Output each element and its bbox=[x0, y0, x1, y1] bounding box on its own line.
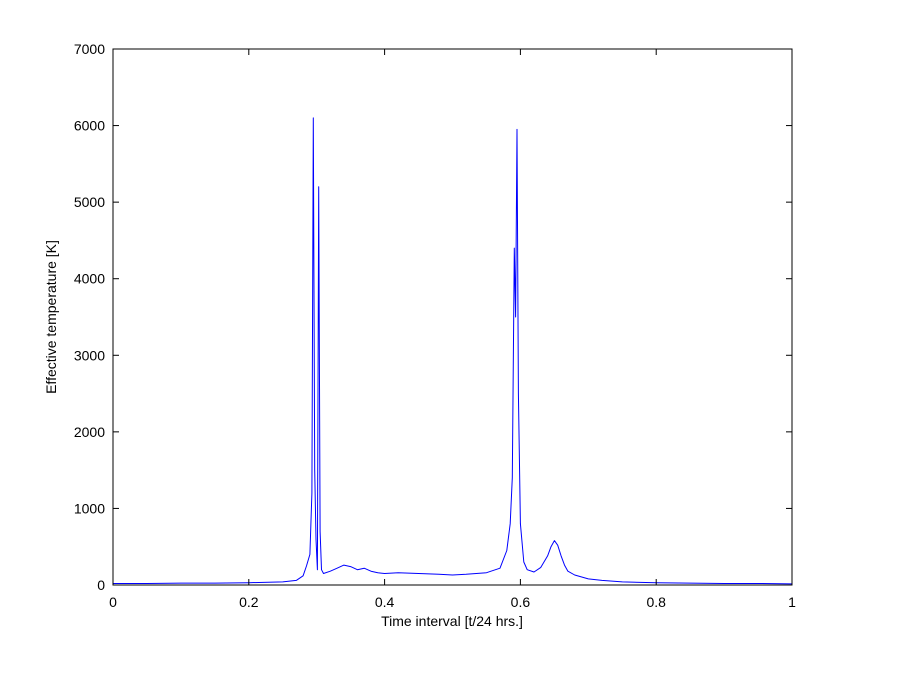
x-axis-label: Time interval [t/24 hrs.] bbox=[381, 613, 523, 629]
y-axis-ticks: 0 1000 2000 3000 4000 5000 6000 7000 bbox=[74, 41, 792, 593]
y-tick-label: 6000 bbox=[74, 118, 105, 134]
series-line-0 bbox=[113, 117, 793, 585]
x-tick-label: 0.6 bbox=[511, 594, 531, 610]
y-tick-label: 0 bbox=[97, 577, 105, 593]
y-tick-label: 5000 bbox=[74, 194, 105, 210]
y-tick-label: 2000 bbox=[74, 424, 105, 440]
y-axis-label: Effective temperature [K] bbox=[43, 240, 59, 394]
plot-area bbox=[113, 49, 792, 585]
x-tick-label: 0.2 bbox=[239, 594, 259, 610]
y-tick-label: 3000 bbox=[74, 347, 105, 363]
y-tick-label: 1000 bbox=[74, 500, 105, 516]
x-tick-label: 0.8 bbox=[646, 594, 666, 610]
series-layer bbox=[113, 117, 793, 585]
x-tick-label: 0 bbox=[109, 594, 117, 610]
x-axis-ticks: 0 0.2 0.4 0.6 0.8 1 bbox=[109, 49, 796, 610]
x-tick-label: 1 bbox=[788, 594, 796, 610]
y-tick-label: 4000 bbox=[74, 271, 105, 287]
plot-frame bbox=[112, 48, 793, 586]
x-tick-label: 0.4 bbox=[375, 594, 395, 610]
y-tick-label: 7000 bbox=[74, 41, 105, 57]
